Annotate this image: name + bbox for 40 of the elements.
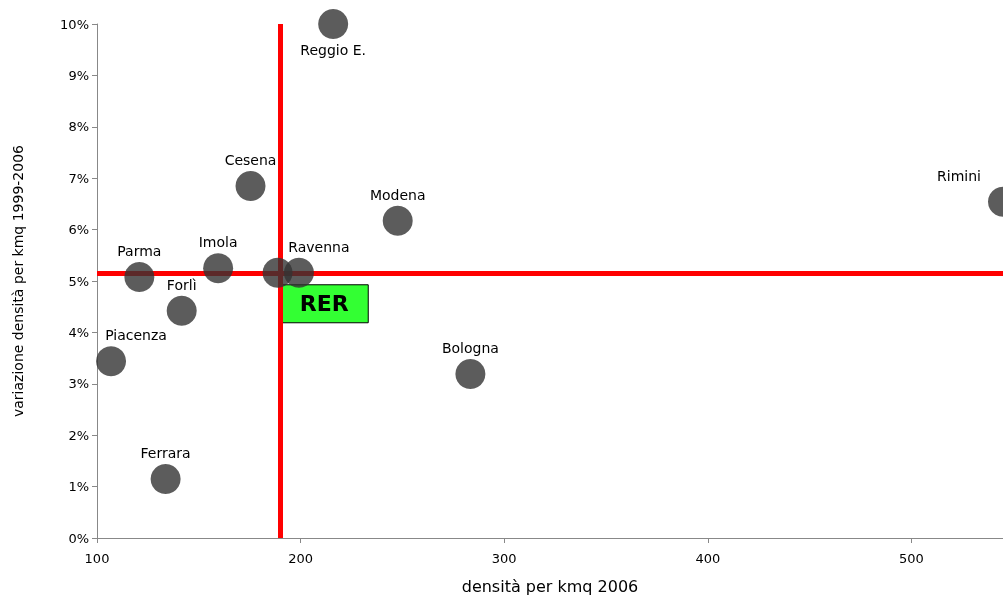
point bbox=[166, 295, 197, 326]
y-tick-label: 3% bbox=[68, 376, 89, 392]
point bbox=[96, 346, 127, 377]
x-tick-label: 500 bbox=[898, 551, 924, 566]
y-tick-label: 10% bbox=[60, 16, 89, 32]
y-tick-label: 2% bbox=[68, 427, 89, 443]
x-tick-label: 200 bbox=[288, 551, 314, 566]
y-tick-label: 5% bbox=[68, 273, 89, 289]
point bbox=[124, 261, 155, 292]
x-tick-label: 300 bbox=[491, 551, 517, 566]
point bbox=[203, 253, 234, 284]
ref-line-label: RER bbox=[299, 291, 349, 317]
annotation: Parma bbox=[117, 242, 162, 259]
y-tick-label: 0% bbox=[68, 530, 89, 546]
x-tick-label: 400 bbox=[695, 551, 721, 566]
point bbox=[150, 463, 181, 494]
x-axis-title: densità per kmq 2006 bbox=[461, 576, 639, 596]
annotation: Forlì bbox=[166, 276, 197, 293]
annotation: Bologna bbox=[441, 340, 499, 357]
y-axis-title: variazione densità per kmq 1999-2006 bbox=[10, 144, 26, 418]
y-tick-label: 7% bbox=[68, 170, 89, 186]
annotation: Ravenna bbox=[288, 238, 350, 255]
y-tick-label: 1% bbox=[68, 479, 89, 495]
y-tick-label: 9% bbox=[68, 67, 89, 83]
annotation: Rimini bbox=[937, 167, 981, 184]
point bbox=[284, 257, 314, 288]
annotation: Reggio E. bbox=[300, 42, 367, 58]
x-tick-label: 100 bbox=[84, 551, 110, 566]
y-tick-label: 6% bbox=[68, 222, 89, 238]
point bbox=[382, 205, 413, 236]
y-tick-label: 8% bbox=[68, 119, 89, 135]
y-tick-label: 4% bbox=[68, 324, 89, 340]
point bbox=[235, 170, 266, 201]
annotation: Imola bbox=[198, 234, 238, 251]
point bbox=[318, 9, 349, 39]
annotation: Piacenza bbox=[105, 327, 167, 344]
annotation: Ferrara bbox=[140, 444, 191, 461]
annotation: Modena bbox=[369, 186, 426, 203]
point bbox=[455, 359, 486, 390]
annotation: Cesena bbox=[224, 151, 277, 168]
